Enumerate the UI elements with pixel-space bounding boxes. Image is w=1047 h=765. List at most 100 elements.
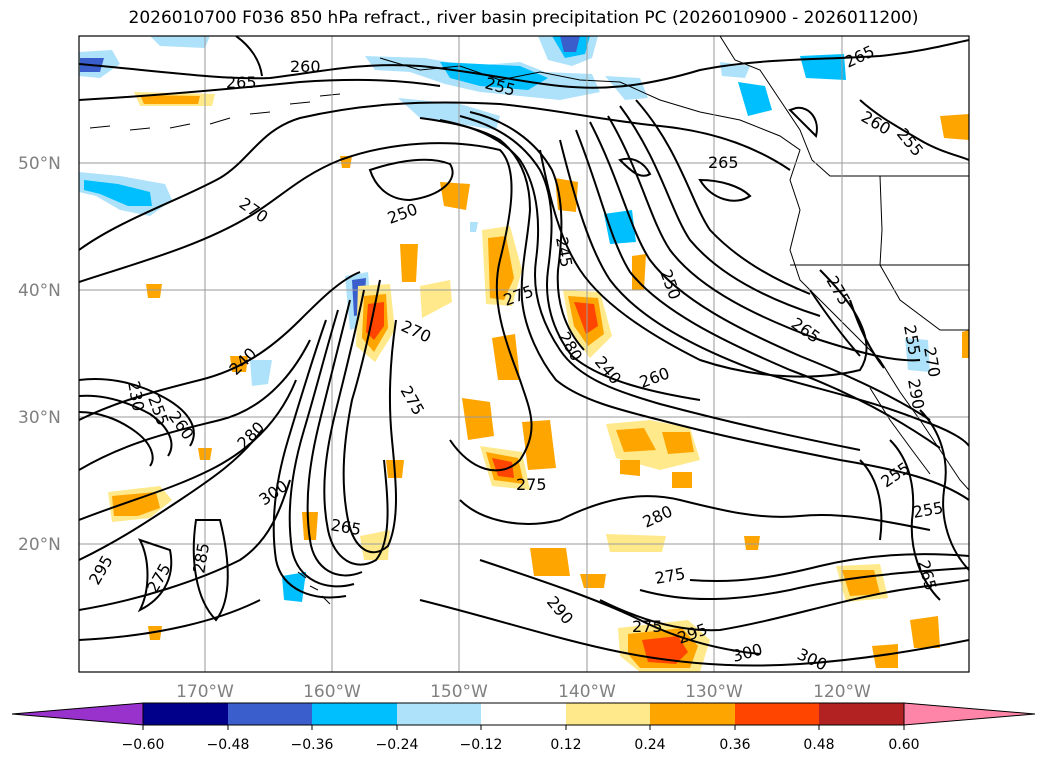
- cb-tick-label: 0.36: [719, 737, 750, 753]
- contour-line: [79, 78, 441, 101]
- pos-fill: [400, 244, 418, 282]
- pos-fill: [366, 302, 384, 340]
- contour-line: [79, 379, 297, 521]
- contour-line: [575, 129, 941, 449]
- colorbar-frame: [142, 702, 905, 726]
- contour-line: [79, 142, 533, 472]
- colorbar-segment: [650, 703, 735, 725]
- lat-label-30n: 30°N: [18, 408, 61, 428]
- contour-line: [618, 157, 652, 177]
- pos-fill: [606, 534, 666, 552]
- colorbar-segment: [566, 703, 650, 725]
- neg-fill: [800, 54, 846, 80]
- lat-label-20n: 20°N: [18, 535, 61, 555]
- lon-label-170w: 170°W: [176, 682, 234, 702]
- contour-line: [849, 299, 885, 369]
- contour-line: [79, 394, 173, 457]
- colorbar-segment: [397, 703, 481, 725]
- map-frame: [78, 35, 970, 673]
- contour-line: [559, 139, 969, 447]
- contour-label: 265: [226, 73, 257, 92]
- cb-tick-label: −0.12: [460, 737, 503, 753]
- pos-fill: [744, 536, 760, 550]
- contour-line: [599, 579, 969, 632]
- aleutian-islands: [89, 93, 341, 131]
- colorbar-extend-high: [903, 702, 1036, 726]
- contour-line: [589, 121, 931, 421]
- colorbar: −0.60 −0.48 −0.36 −0.24 −0.12 0.12 0.24 …: [11, 702, 1036, 753]
- pos-fill: [462, 398, 494, 440]
- pos-fill: [620, 460, 640, 476]
- cb-tick-label: −0.24: [376, 737, 419, 753]
- map-area: [79, 36, 969, 672]
- pos-fill: [492, 458, 514, 478]
- colorbar-segment: [143, 703, 228, 725]
- pos-fill: [530, 548, 570, 576]
- cb-tick-label: 0.48: [803, 737, 834, 753]
- contour-line: [323, 289, 389, 566]
- contour-line: [79, 599, 261, 641]
- baja-coast: [869, 387, 931, 475]
- contour-line: [79, 101, 791, 251]
- contour-label: 275: [632, 617, 663, 636]
- cb-tick-label: 0.60: [888, 737, 919, 753]
- pos-fill: [492, 334, 520, 380]
- colorbar-segment: [819, 703, 904, 725]
- pos-fill: [962, 330, 969, 358]
- lon-label-140w: 140°W: [558, 682, 616, 702]
- cb-tick-label: −0.48: [207, 737, 250, 753]
- contour-line: [137, 538, 173, 613]
- neg-fill: [84, 180, 152, 206]
- contour-line: [559, 495, 931, 531]
- contour-line: [235, 36, 263, 77]
- contour-line: [79, 429, 263, 561]
- colorbar-segment: [228, 703, 312, 725]
- contour-line: [889, 439, 941, 601]
- contour-label: 265: [708, 153, 739, 172]
- contour-line: [79, 479, 291, 611]
- cb-tick-label: 0.24: [634, 737, 665, 753]
- contour-line: [342, 279, 397, 554]
- pos-fill: [580, 574, 606, 588]
- contour-label: 260: [290, 57, 321, 76]
- contour-line: [469, 111, 585, 351]
- pos-fill: [940, 114, 969, 140]
- pos-fill: [616, 428, 656, 452]
- contour-line: [79, 377, 195, 447]
- contour-line: [698, 178, 752, 202]
- contour-line: [539, 149, 868, 378]
- contour-line: [79, 411, 154, 467]
- contour-line: [809, 289, 861, 357]
- contour-line: [479, 559, 761, 655]
- colorbar-ticks: [142, 725, 905, 730]
- contour-line: [368, 158, 454, 202]
- lon-label-160w: 160°W: [303, 682, 361, 702]
- map-gridlines: [79, 36, 969, 672]
- contour-line: [419, 599, 969, 667]
- contour-line: [272, 319, 347, 599]
- neg-fill: [560, 36, 580, 52]
- pos-fill: [662, 432, 694, 454]
- pos-fill: [146, 284, 162, 298]
- contour-line: [689, 553, 969, 583]
- lat-label-40n: 40°N: [18, 281, 61, 301]
- neg-fill: [470, 222, 478, 232]
- contour-line: [635, 99, 811, 295]
- pos-fill: [302, 512, 318, 540]
- colorbar-segment: [312, 703, 397, 725]
- contour-line: [79, 339, 311, 471]
- contour-line: [439, 119, 861, 451]
- longitude-labels: 170°W 160°W 150°W 140°W 130°W 120°W: [176, 682, 871, 702]
- contour-line: [306, 299, 363, 577]
- cb-tick-label: 0.12: [550, 737, 581, 753]
- contour-line: [639, 567, 969, 601]
- lon-label-130w: 130°W: [685, 682, 743, 702]
- state-border: [879, 175, 969, 331]
- pos-fill: [632, 254, 646, 290]
- pos-fill: [488, 236, 514, 300]
- neg-fill: [738, 82, 772, 116]
- neg-fill: [398, 98, 500, 130]
- contour-label: 275: [516, 475, 547, 494]
- refractivity-contours: [79, 36, 969, 667]
- neg-fill: [250, 360, 272, 386]
